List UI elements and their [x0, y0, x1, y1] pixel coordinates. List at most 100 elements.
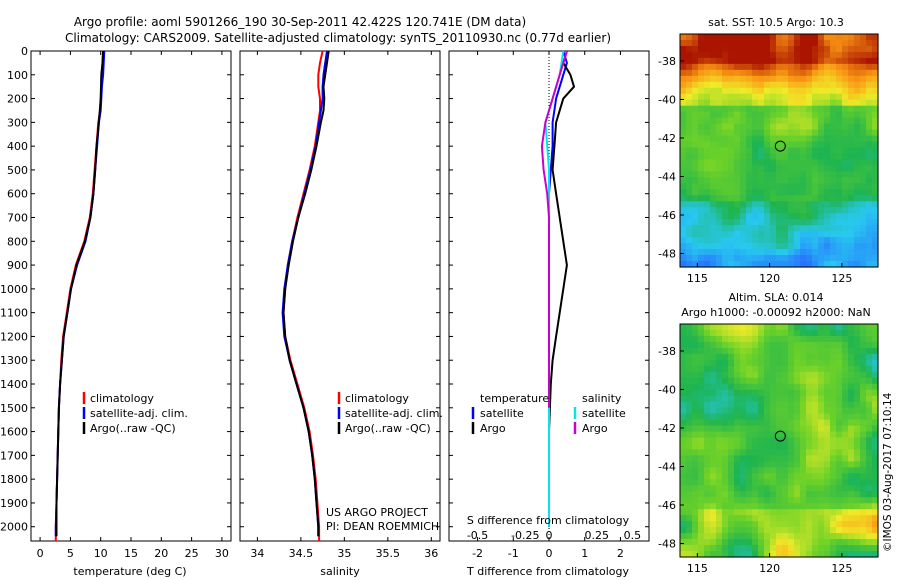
map-cell — [764, 449, 771, 457]
map-cell — [788, 165, 795, 173]
map-cell — [794, 329, 801, 337]
map-cell — [812, 201, 819, 208]
map-cell — [686, 419, 693, 427]
map-cell — [758, 383, 765, 391]
map-cell — [854, 353, 861, 361]
map-cell — [782, 39, 789, 47]
map-cell — [746, 87, 753, 95]
map-cell — [818, 105, 825, 113]
map-cell — [740, 93, 747, 101]
map-cell — [836, 527, 843, 534]
map-cell — [860, 461, 867, 468]
map-cell — [776, 329, 783, 337]
map-cell — [830, 213, 837, 220]
map-cell — [830, 141, 837, 149]
map-cell — [698, 419, 705, 427]
title-line-2: Climatology: CARS2009. Satellite-adjuste… — [65, 31, 611, 45]
map-cell — [800, 461, 807, 468]
map-cell — [800, 383, 807, 391]
legend-label-climatology: climatology — [345, 392, 409, 405]
map-cell — [824, 365, 831, 373]
map-cell — [824, 129, 831, 137]
map-cell — [824, 353, 831, 361]
map-cell — [788, 51, 795, 59]
map-cell — [788, 153, 795, 161]
map-cell — [788, 377, 795, 385]
map-cell — [860, 467, 867, 474]
map-cell — [692, 177, 699, 184]
map-cell — [752, 443, 759, 451]
legend-label-t-satellite: satellite — [480, 407, 524, 420]
map-cell — [698, 365, 705, 373]
map-cell — [788, 237, 795, 244]
map-cell — [722, 99, 729, 107]
map-cell — [722, 225, 729, 232]
map-cell — [692, 249, 699, 256]
map-cell — [836, 365, 843, 373]
map-cell — [842, 419, 849, 427]
map-cell — [710, 521, 717, 528]
map-cell — [692, 147, 699, 155]
map-cell — [710, 539, 717, 546]
map-cell — [752, 485, 759, 492]
map-cell — [704, 443, 711, 451]
map-cell — [836, 347, 843, 355]
map-cell — [716, 329, 723, 337]
map-cell — [680, 389, 687, 397]
map-cell — [788, 87, 795, 95]
map-cell — [824, 479, 831, 486]
map-cell — [734, 383, 741, 391]
map-cell — [866, 153, 873, 161]
map-cell — [854, 81, 861, 89]
map-cell — [824, 341, 831, 349]
map-cell — [812, 545, 819, 552]
map-cell — [848, 383, 855, 391]
map-cell — [734, 413, 741, 421]
map-cell — [794, 515, 801, 522]
map-cell — [842, 479, 849, 486]
map-cell — [824, 249, 831, 256]
map-cell — [752, 509, 759, 516]
map-cell — [788, 443, 795, 451]
map-cell — [722, 45, 729, 53]
map-cell — [698, 207, 705, 214]
map-cell — [818, 63, 825, 71]
map-cell — [716, 249, 723, 256]
map-cell — [686, 249, 693, 256]
map-cell — [710, 383, 717, 391]
map-cell — [866, 551, 873, 558]
map-cell — [740, 147, 747, 155]
map-cell — [866, 503, 873, 510]
map-cell — [866, 497, 873, 504]
map-cell — [716, 51, 723, 59]
map-cell — [734, 371, 741, 379]
map-cell — [776, 93, 783, 101]
map-cell — [788, 461, 795, 468]
map-cell — [680, 177, 687, 184]
map-cell — [848, 117, 855, 125]
map-cell — [848, 407, 855, 415]
map-cell — [854, 497, 861, 504]
map-cell — [728, 533, 735, 540]
depth-tick-label: 1300 — [0, 354, 28, 367]
map-cell — [770, 389, 777, 397]
map-cell — [752, 413, 759, 421]
map-cell — [824, 473, 831, 480]
map-cell — [740, 249, 747, 256]
map-cell — [842, 509, 849, 516]
map-cell — [692, 485, 699, 492]
map-cell — [836, 39, 843, 47]
map-cell — [860, 123, 867, 131]
map-cell — [752, 189, 759, 196]
map-cell — [848, 153, 855, 161]
map-cell — [830, 99, 837, 107]
map-cell — [788, 243, 795, 250]
map-cell — [698, 503, 705, 510]
map-cell — [788, 57, 795, 65]
map-cell — [812, 81, 819, 89]
map-cell — [782, 324, 789, 331]
map-cell — [722, 249, 729, 256]
map-cell — [680, 117, 687, 125]
map-cell — [758, 533, 765, 540]
map-cell — [782, 261, 789, 268]
